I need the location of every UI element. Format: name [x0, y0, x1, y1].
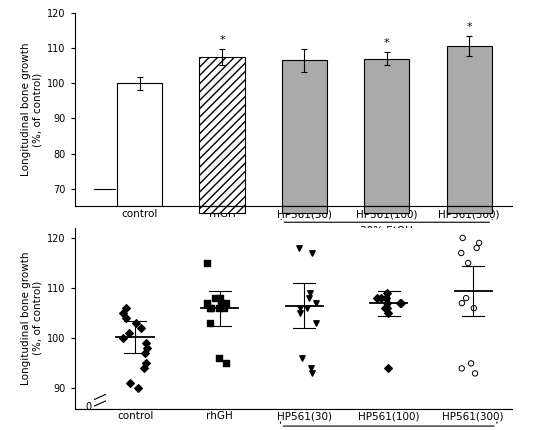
Point	[382, 300, 391, 307]
Point	[457, 365, 466, 372]
Point	[306, 365, 315, 372]
Point	[376, 295, 385, 301]
Point	[122, 305, 130, 312]
Point	[140, 365, 148, 372]
Point	[382, 295, 390, 301]
Point	[141, 340, 150, 347]
Point	[383, 310, 392, 316]
Point	[308, 249, 317, 256]
Point	[220, 305, 228, 312]
Point	[206, 305, 214, 312]
Point	[467, 360, 475, 367]
Point	[222, 300, 231, 307]
Point	[216, 295, 224, 301]
Point	[383, 290, 392, 297]
Bar	[364, 58, 409, 206]
Bar	[447, 206, 492, 213]
Bar	[117, 83, 163, 206]
Text: 0: 0	[85, 402, 91, 412]
Point	[207, 305, 215, 312]
Text: *: *	[466, 22, 472, 32]
Point	[462, 295, 471, 301]
Point	[312, 300, 320, 307]
Point	[215, 305, 223, 312]
Point	[215, 355, 223, 362]
Point	[311, 320, 320, 327]
Point	[373, 295, 381, 301]
Point	[206, 320, 215, 327]
Point	[295, 305, 304, 312]
Point	[458, 234, 467, 241]
Point	[475, 240, 483, 246]
Bar	[199, 206, 245, 213]
Point	[141, 350, 149, 357]
Point	[142, 360, 151, 367]
Point	[383, 305, 391, 312]
Text: *: *	[219, 35, 225, 45]
Point	[133, 385, 142, 392]
Point	[384, 365, 392, 372]
Point	[306, 290, 314, 297]
Point	[222, 360, 231, 367]
Point	[471, 370, 479, 377]
Bar	[364, 206, 409, 213]
Point	[119, 310, 127, 316]
Point	[470, 305, 478, 312]
Point	[203, 300, 211, 307]
Y-axis label: Longitudinal bone growth
(%, of control): Longitudinal bone growth (%, of control)	[21, 43, 43, 176]
Point	[295, 245, 303, 252]
Y-axis label: Longitudinal bone growth
(%, of control): Longitudinal bone growth (%, of control)	[21, 252, 43, 385]
Point	[142, 345, 151, 352]
Point	[458, 300, 466, 307]
Point	[308, 370, 317, 377]
Bar	[447, 46, 492, 206]
Point	[216, 300, 225, 307]
Point	[457, 249, 465, 256]
Point	[396, 300, 405, 307]
Point	[125, 380, 134, 387]
Text: *: *	[384, 38, 390, 48]
Point	[211, 295, 219, 301]
Point	[203, 260, 212, 267]
Point	[132, 320, 140, 327]
Point	[464, 260, 472, 267]
Point	[137, 325, 146, 332]
Bar	[282, 60, 327, 206]
Point	[305, 295, 313, 301]
Bar	[282, 206, 327, 213]
Point	[118, 335, 127, 342]
Point	[472, 245, 481, 252]
Bar	[199, 57, 245, 206]
Point	[297, 355, 306, 362]
Point	[122, 315, 131, 322]
Point	[397, 300, 406, 307]
Text: 30% EtOH: 30% EtOH	[360, 226, 413, 236]
Point	[125, 330, 133, 337]
Point	[296, 310, 304, 316]
Point	[381, 305, 390, 312]
Point	[303, 305, 312, 312]
